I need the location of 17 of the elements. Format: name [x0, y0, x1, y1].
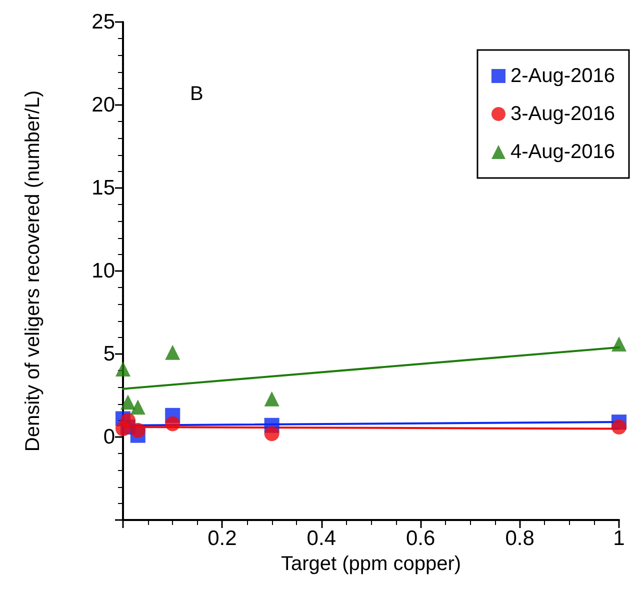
legend-label: 4-Aug-2016 [510, 141, 616, 163]
x-tick-label: 0.8 [505, 527, 534, 550]
y-tick-label: 0 [103, 426, 115, 448]
x-tick-label: 0.6 [406, 527, 436, 550]
x-tick-label: 1 [613, 527, 625, 550]
y-tick-label: 25 [92, 10, 115, 34]
y-tick-label: 10 [92, 260, 115, 282]
legend-label: 2-Aug-2016 [510, 65, 616, 87]
y-tick-label: 15 [92, 176, 115, 200]
y-tick-label: 5 [103, 342, 115, 366]
x-tick-label: 0.2 [208, 527, 237, 550]
x-tick-label: 0.4 [306, 527, 336, 550]
y-axis-title: Density of veligers recovered (number/L) [22, 90, 44, 452]
x-axis-title: Target (ppm copper) [280, 553, 462, 575]
legend-label: 3-Aug-2016 [510, 103, 616, 125]
y-tick-label: 20 [92, 94, 115, 116]
annotation: B [190, 83, 204, 105]
